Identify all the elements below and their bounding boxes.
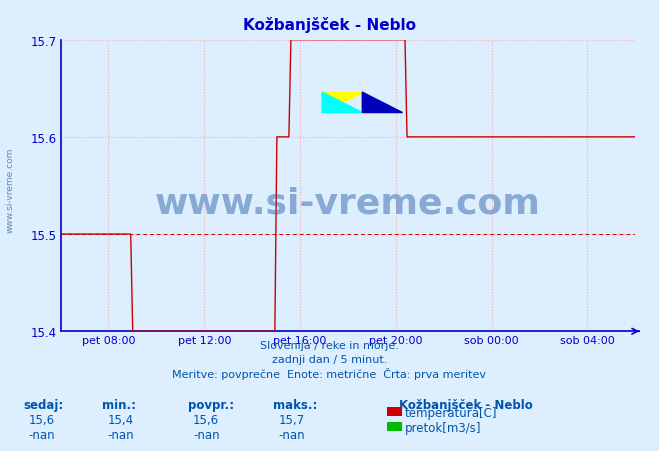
Text: min.:: min.: xyxy=(102,398,136,411)
Text: sedaj:: sedaj: xyxy=(23,398,63,411)
Text: pretok[m3/s]: pretok[m3/s] xyxy=(405,421,481,433)
Polygon shape xyxy=(322,93,362,113)
Text: 15,7: 15,7 xyxy=(279,414,305,427)
Polygon shape xyxy=(362,93,403,113)
Text: zadnji dan / 5 minut.: zadnji dan / 5 minut. xyxy=(272,354,387,364)
Text: www.si-vreme.com: www.si-vreme.com xyxy=(5,147,14,232)
Text: maks.:: maks.: xyxy=(273,398,318,411)
Text: Meritve: povprečne  Enote: metrične  Črta: prva meritev: Meritve: povprečne Enote: metrične Črta:… xyxy=(173,368,486,380)
Text: -nan: -nan xyxy=(28,428,55,442)
Text: 15,4: 15,4 xyxy=(107,414,134,427)
Text: 15,6: 15,6 xyxy=(28,414,55,427)
Text: 15,6: 15,6 xyxy=(193,414,219,427)
Polygon shape xyxy=(322,93,362,113)
Text: Kožbanjšček - Neblo: Kožbanjšček - Neblo xyxy=(399,398,532,411)
Text: -nan: -nan xyxy=(193,428,219,442)
Text: Kožbanjšček - Neblo: Kožbanjšček - Neblo xyxy=(243,17,416,33)
Text: -nan: -nan xyxy=(107,428,134,442)
Text: www.si-vreme.com: www.si-vreme.com xyxy=(155,187,541,221)
Text: -nan: -nan xyxy=(279,428,305,442)
Text: temperatura[C]: temperatura[C] xyxy=(405,406,497,419)
Text: povpr.:: povpr.: xyxy=(188,398,234,411)
Text: Slovenija / reke in morje.: Slovenija / reke in morje. xyxy=(260,341,399,350)
